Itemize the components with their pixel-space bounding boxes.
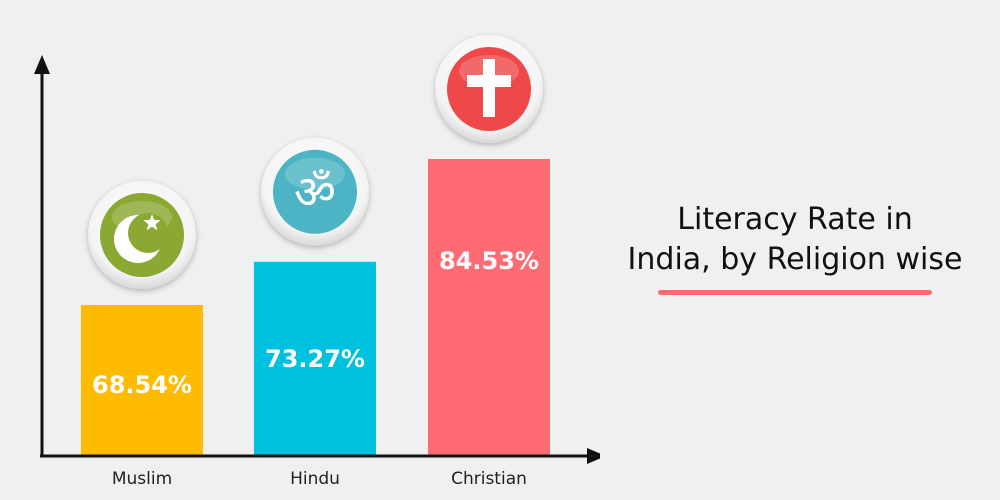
bar-chart: ॐ 68.54% Muslim 73.27% Hindu 84.53% Christian (34, 35, 600, 489)
chart-title-line-2: India, by Religion wise (627, 242, 963, 277)
chart-title-line-1: Literacy Rate in (677, 202, 913, 237)
cross-icon (435, 35, 543, 143)
bar-value-label: 68.54% (92, 371, 192, 399)
y-axis-arrow (34, 55, 50, 74)
crescent-star-icon (88, 181, 196, 289)
svg-text:ॐ: ॐ (294, 165, 336, 219)
bar-hindu (254, 261, 376, 455)
bar-value-label: 84.53% (439, 247, 539, 275)
category-label: Muslim (112, 469, 172, 489)
title-underline (658, 290, 932, 295)
bar-value-label: 73.27% (265, 345, 365, 373)
bar-muslim (81, 305, 203, 455)
om-icon: ॐ (261, 137, 369, 246)
bar-christian (428, 159, 550, 455)
x-axis-arrow (587, 448, 600, 464)
category-label: Christian (451, 469, 527, 489)
chart-title: Literacy Rate in India, by Religion wise (600, 200, 990, 295)
category-label: Hindu (290, 469, 340, 489)
